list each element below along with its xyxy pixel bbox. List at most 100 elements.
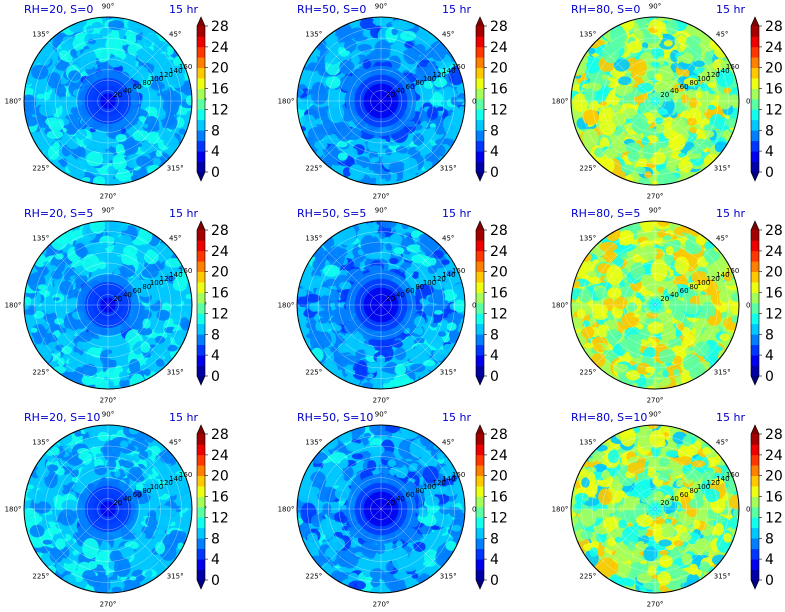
polar-panel: 0°45°90°135°180°225°270°315°204060801001… — [5, 411, 229, 609]
angle-tick-label: 270° — [100, 601, 117, 609]
angle-tick-label: 270° — [373, 193, 390, 201]
colorbar-band — [197, 230, 205, 241]
radial-tick-label: 60 — [406, 83, 415, 91]
radial-tick-label: 20 — [113, 91, 122, 99]
radial-tick-label: 60 — [133, 287, 142, 295]
colorbar-tick-label: 0 — [490, 369, 499, 385]
colorbar-band — [751, 26, 759, 37]
angle-tick-label: 90° — [375, 3, 387, 11]
colorbar-band — [197, 496, 205, 508]
angle-tick-label: 90° — [649, 3, 661, 11]
colorbar-tick-label: 24 — [765, 448, 783, 464]
colorbar-band — [476, 250, 484, 262]
radial-tick-label: 140 — [442, 475, 455, 483]
colorbar-band — [197, 444, 205, 456]
angle-tick-label: 90° — [102, 3, 114, 11]
colorbar-band — [476, 355, 484, 366]
angle-tick-label: 45° — [442, 30, 454, 38]
colorbar-tick-label: 20 — [490, 61, 508, 77]
angle-tick-label: 315° — [714, 165, 731, 173]
radial-tick-label: 20 — [660, 499, 669, 507]
colorbar-band — [476, 240, 484, 252]
colorbar-tick-label: 16 — [765, 82, 783, 98]
colorbar-band — [751, 67, 759, 79]
colorbar-tick-label: 12 — [765, 306, 783, 322]
angle-tick-label: 135° — [305, 438, 322, 446]
radial-tick-label: 160 — [452, 471, 465, 479]
angle-tick-label: 225° — [305, 369, 322, 377]
colorbar-tick-label: 28 — [211, 19, 229, 35]
colorbar-extend-max — [197, 221, 205, 230]
angle-tick-label: 135° — [579, 30, 596, 38]
radial-tick-label: 20 — [660, 295, 669, 303]
colorbar: 0 4 8 12 16 20 24 28 — [750, 424, 783, 590]
radial-tick-label: 120 — [160, 71, 173, 79]
colorbar-band — [751, 344, 759, 356]
angle-tick-label: 315° — [167, 369, 184, 377]
colorbar-band — [476, 517, 484, 529]
radial-tick-label: 100 — [697, 483, 710, 491]
angle-tick-label: 90° — [102, 411, 114, 419]
colorbar-band — [751, 161, 759, 173]
colorbar-band — [197, 465, 205, 477]
angle-tick-label: 90° — [649, 207, 661, 215]
angle-tick-label: 180° — [278, 98, 295, 106]
colorbar-tick-label: 8 — [490, 123, 499, 139]
polar-frame — [296, 220, 466, 390]
radial-tick-label: 40 — [123, 291, 132, 299]
colorbar-tick-label: 12 — [211, 102, 229, 118]
angle-tick-label: 270° — [647, 397, 664, 405]
angle-tick-label: 270° — [647, 601, 664, 609]
polar-panel: 0°45°90°135°180°225°270°315°204060801001… — [5, 3, 229, 201]
radial-tick-label: 20 — [386, 295, 395, 303]
colorbar-band — [751, 240, 759, 252]
angle-tick-label: 45° — [716, 438, 728, 446]
colorbar-band — [197, 323, 205, 335]
angle-tick-label: 315° — [167, 573, 184, 581]
panel-time-label: 15 hr — [442, 207, 471, 220]
colorbar-band — [751, 88, 759, 100]
radial-tick-label: 140 — [442, 67, 455, 75]
colorbar-band — [751, 271, 759, 283]
colorbar-band — [197, 313, 205, 325]
colorbar-tick-label: 20 — [765, 265, 783, 281]
radial-tick-label: 140 — [169, 475, 182, 483]
polar-panel: 0°45°90°135°180°225°270°315°204060801001… — [278, 3, 508, 201]
colorbar-band — [476, 323, 484, 335]
colorbar-band — [476, 444, 484, 456]
polar-frame — [570, 220, 740, 390]
colorbar-band — [476, 538, 484, 550]
colorbar: 0 4 8 12 16 20 24 28 — [475, 220, 508, 386]
colorbar-tick-label: 16 — [765, 286, 783, 302]
colorbar-band — [197, 151, 205, 162]
polar-frame — [23, 16, 193, 186]
panel-time-label: 15 hr — [169, 207, 198, 220]
colorbar-extend-max — [476, 425, 484, 434]
radial-tick-label: 40 — [123, 87, 132, 95]
colorbar-band — [197, 303, 205, 314]
colorbar-band — [476, 569, 484, 581]
angle-tick-label: 180° — [552, 506, 569, 514]
colorbar-tick-label: 24 — [211, 448, 229, 464]
colorbar-tick-label: 24 — [490, 40, 508, 56]
angle-tick-label: 225° — [305, 573, 322, 581]
colorbar-band — [197, 355, 205, 366]
colorbar-tick-label: 28 — [490, 223, 508, 239]
colorbar-extend-max — [476, 221, 484, 230]
colorbar-band — [751, 527, 759, 539]
radial-tick-label: 120 — [707, 71, 720, 79]
angle-tick-label: 180° — [5, 506, 22, 514]
colorbar-band — [476, 261, 484, 273]
colorbar-band — [751, 130, 759, 142]
panel-title: RH=80, S=5 — [571, 207, 640, 220]
panel-title: RH=80, S=10 — [571, 411, 647, 424]
colorbar: 0 4 8 12 16 20 24 28 — [196, 220, 229, 386]
radial-tick-label: 80 — [689, 283, 698, 291]
colorbar-band — [476, 282, 484, 293]
colorbar-band — [476, 465, 484, 477]
colorbar-band — [197, 26, 205, 37]
radial-tick-label: 60 — [680, 83, 689, 91]
radial-tick-label: 160 — [726, 63, 739, 71]
colorbar-band — [197, 507, 205, 518]
colorbar-band — [476, 365, 484, 377]
